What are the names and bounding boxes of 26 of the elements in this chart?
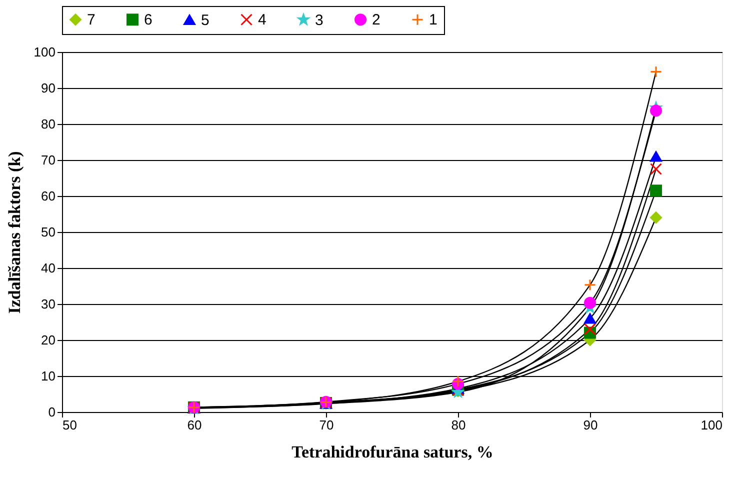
y-tick-label: 0: [48, 404, 56, 420]
x-tick-label: 60: [187, 418, 202, 432]
y-tick-label: 40: [41, 260, 56, 276]
y-tick-label: 70: [41, 152, 56, 168]
y-tick-label: 100: [34, 44, 56, 60]
x-tick-label: 90: [583, 418, 598, 432]
x-tick-label: 80: [451, 418, 466, 432]
legend-label: 4: [258, 12, 266, 29]
y-tick-label: 90: [41, 80, 56, 96]
legend-label: 3: [315, 12, 324, 29]
legend-label: 7: [87, 12, 96, 29]
y-tick-label: 10: [41, 368, 56, 384]
y-tick-label: 50: [41, 224, 56, 240]
x-axis-title: Tetrahidrofurāna saturs, %: [292, 442, 494, 462]
legend-label: 5: [201, 12, 210, 29]
y-axis-title: Izdalīšanas faktors (k): [4, 151, 24, 314]
x-tick-label: 50: [62, 418, 77, 432]
y-tick-label: 80: [41, 116, 56, 132]
y-tick-label: 30: [41, 296, 56, 312]
legend-label: 6: [144, 12, 152, 29]
legend-label: 1: [429, 12, 438, 29]
x-tick-label: 100: [700, 418, 722, 432]
legend-label: 2: [372, 12, 380, 29]
y-tick-label: 20: [41, 332, 56, 348]
x-tick-label: 70: [319, 418, 334, 432]
y-tick-label: 60: [41, 188, 56, 204]
